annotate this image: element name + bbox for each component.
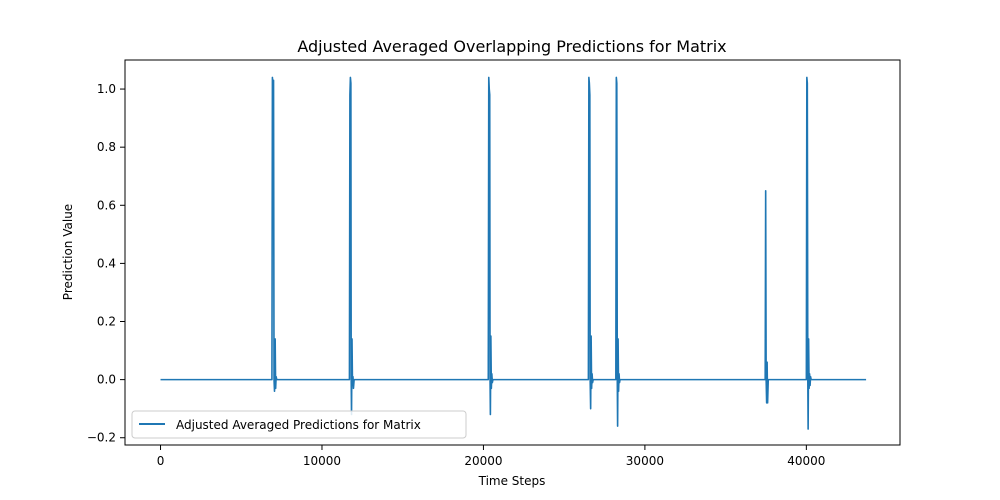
y-tick-label: 0.8	[97, 140, 116, 154]
x-tick-label: 40000	[787, 454, 825, 468]
x-tick-label: 20000	[464, 454, 502, 468]
y-tick-label: −0.2	[87, 431, 116, 445]
series-line	[160, 76, 867, 430]
y-tick-label: 0.2	[97, 315, 116, 329]
y-tick-label: 1.0	[97, 82, 116, 96]
x-tick-label: 10000	[303, 454, 341, 468]
x-axis-label: Time Steps	[478, 474, 546, 488]
legend-label: Adjusted Averaged Predictions for Matrix	[176, 418, 421, 432]
y-tick-label: 0.6	[97, 198, 116, 212]
y-axis: −0.2 0.0 0.2 0.4 0.6 0.8 1.0	[87, 82, 125, 445]
legend: Adjusted Averaged Predictions for Matrix	[131, 410, 467, 439]
y-tick-label: 0.0	[97, 373, 116, 387]
x-tick-label: 0	[157, 454, 165, 468]
x-tick-label: 30000	[626, 454, 664, 468]
chart-title: Adjusted Averaged Overlapping Prediction…	[297, 37, 726, 56]
plot-background	[125, 60, 900, 445]
y-axis-label: Prediction Value	[61, 204, 75, 300]
series-layer	[160, 76, 867, 430]
legend-box	[131, 410, 467, 439]
x-axis: 0 10000 20000 30000 40000	[157, 445, 825, 468]
y-tick-label: 0.4	[97, 256, 116, 270]
plot-frame	[124, 59, 901, 446]
plot-area	[124, 59, 901, 446]
